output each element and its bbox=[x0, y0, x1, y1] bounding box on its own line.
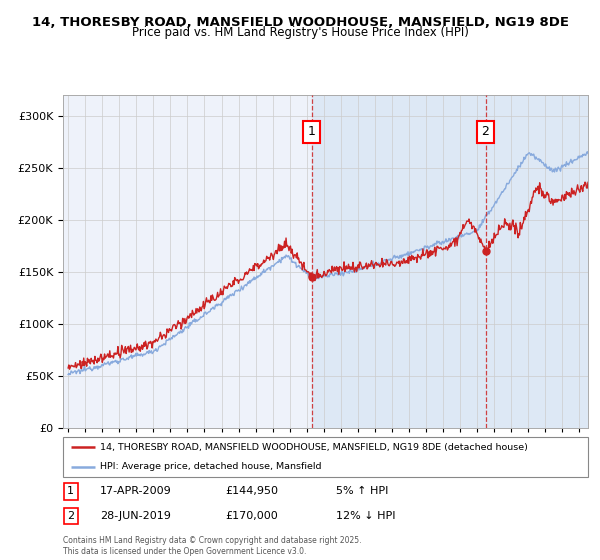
Text: 28-JUN-2019: 28-JUN-2019 bbox=[100, 511, 170, 521]
Text: 17-APR-2009: 17-APR-2009 bbox=[100, 486, 172, 496]
Text: £144,950: £144,950 bbox=[226, 486, 279, 496]
Text: 1: 1 bbox=[308, 125, 316, 138]
Text: 14, THORESBY ROAD, MANSFIELD WOODHOUSE, MANSFIELD, NG19 8DE: 14, THORESBY ROAD, MANSFIELD WOODHOUSE, … bbox=[32, 16, 569, 29]
Text: 12% ↓ HPI: 12% ↓ HPI bbox=[336, 511, 395, 521]
FancyBboxPatch shape bbox=[63, 437, 588, 477]
Text: Contains HM Land Registry data © Crown copyright and database right 2025.
This d: Contains HM Land Registry data © Crown c… bbox=[63, 536, 361, 556]
Bar bbox=[311, 95, 588, 428]
Text: Price paid vs. HM Land Registry's House Price Index (HPI): Price paid vs. HM Land Registry's House … bbox=[131, 26, 469, 39]
Text: 1: 1 bbox=[67, 486, 74, 496]
Text: 14, THORESBY ROAD, MANSFIELD WOODHOUSE, MANSFIELD, NG19 8DE (detached house): 14, THORESBY ROAD, MANSFIELD WOODHOUSE, … bbox=[100, 443, 527, 452]
Text: 2: 2 bbox=[67, 511, 74, 521]
Text: HPI: Average price, detached house, Mansfield: HPI: Average price, detached house, Mans… bbox=[100, 462, 321, 471]
Text: 2: 2 bbox=[482, 125, 490, 138]
Text: £170,000: £170,000 bbox=[226, 511, 278, 521]
Text: 5% ↑ HPI: 5% ↑ HPI bbox=[336, 486, 388, 496]
